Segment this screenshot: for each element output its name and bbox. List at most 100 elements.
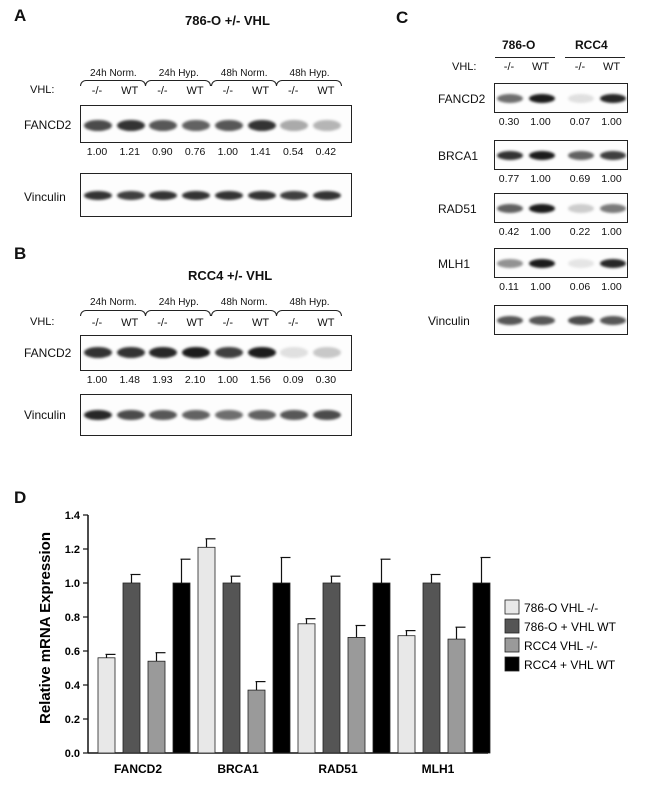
panel-c-cellline-rcc4: RCC4 <box>575 38 608 52</box>
panel-c-quantification: 1.00 <box>530 173 551 185</box>
fancd2-quantification: 1.00 <box>217 374 239 386</box>
chart-y-tick-label: 0.0 <box>65 748 80 760</box>
chart-legend-label: RCC4 + VHL WT <box>524 658 616 672</box>
fancd2-band <box>280 347 309 358</box>
condition-label: 24h Hyp. <box>158 68 199 79</box>
panel-c-quantification: 1.00 <box>530 226 551 238</box>
vinculin-band <box>149 191 178 200</box>
chart-bar <box>397 635 416 754</box>
chart-y-tick-label: 1.4 <box>65 510 81 522</box>
vinculin-band <box>247 191 276 200</box>
panel-c-quantification: 1.00 <box>530 281 551 293</box>
panel-b-vinculin-label: Vinculin <box>24 408 66 422</box>
genotype-label: -/- <box>287 85 299 97</box>
chart-legend-swatch <box>504 637 520 653</box>
fancd2-quantification: 1.48 <box>119 374 140 386</box>
vinculin-band <box>84 191 112 200</box>
panel-c-quantification: 0.22 <box>569 226 591 238</box>
chart-bar <box>247 689 266 754</box>
chart-y-tick-label: 0.4 <box>65 680 81 692</box>
genotype-label: WT <box>317 85 335 97</box>
panel-c-quantification: 0.30 <box>498 116 520 128</box>
fancd2-quantification: 1.21 <box>119 146 140 158</box>
panel-c-quantification: 1.00 <box>601 281 622 293</box>
chart-bar <box>172 582 191 754</box>
chart-y-axis-label: Relative mRNA Expression <box>37 532 54 724</box>
fancd2-quantification: 1.56 <box>250 374 271 386</box>
genotype-label: -/- <box>287 317 299 329</box>
fancd2-quantification: 0.42 <box>315 146 337 158</box>
panel-c-band <box>497 204 523 213</box>
panel-c-blot <box>494 140 628 170</box>
panel-c-blot <box>494 305 628 335</box>
chart-bar <box>422 582 441 754</box>
panel-c-genotype-label: -/- <box>574 61 586 73</box>
chart-legend-label: 786-O + VHL WT <box>524 620 617 634</box>
panel-c-band <box>599 204 626 213</box>
panel-c-band <box>568 151 594 160</box>
fancd2-quantification: 1.41 <box>250 146 271 158</box>
panel-c-quantification: 0.42 <box>498 226 520 238</box>
panel-c-blot <box>494 83 628 113</box>
genotype-label: -/- <box>157 85 168 97</box>
condition-bracket <box>145 310 212 316</box>
genotype-label: -/- <box>157 317 168 329</box>
chart-y-tick-label: 1.0 <box>65 578 80 590</box>
panel-c-band <box>568 204 594 213</box>
fancd2-band <box>116 347 145 358</box>
fancd2-quantification: 0.30 <box>315 374 337 386</box>
panel-c-band <box>528 259 555 268</box>
panel-b-vinculin-blot <box>80 394 352 436</box>
condition-bracket <box>276 310 343 316</box>
panel-c-band <box>528 204 555 213</box>
chart-x-tick-label: FANCD2 <box>114 762 162 776</box>
panel-c-band <box>568 259 594 268</box>
chart-x-tick-label: BRCA1 <box>217 762 259 776</box>
chart-legend-label: 786-O VHL -/- <box>524 601 598 615</box>
panel-c-band <box>497 316 523 325</box>
genotype-label: WT <box>251 317 270 329</box>
condition-label: 24h Norm. <box>90 68 137 79</box>
panel-c-band <box>528 151 555 160</box>
chart-bar <box>472 582 491 754</box>
fancd2-quantification: 1.00 <box>217 146 239 158</box>
condition-label: 48h Norm. <box>220 68 268 79</box>
chart-bar <box>197 546 216 754</box>
chart-x-tick-label: MLH1 <box>422 762 455 776</box>
fancd2-band <box>182 347 211 358</box>
panel-c-quantification: 0.77 <box>498 173 520 185</box>
panel-c-786o-underline <box>495 57 555 58</box>
condition-bracket <box>80 310 146 316</box>
fancd2-quantification: 1.00 <box>86 374 108 386</box>
mrna-expression-chart: Relative mRNA Expression 0.0 0.2 0.4 0.6 0.8… <box>37 510 617 776</box>
chart-y-tick-label: 0.8 <box>65 612 80 624</box>
chart-x-tick-label: RAD51 <box>318 762 358 776</box>
panel-c-band <box>599 316 626 325</box>
panel-d-label: D <box>14 488 27 507</box>
vinculin-band <box>182 410 211 420</box>
panel-a-vinculin-label: Vinculin <box>24 190 66 204</box>
genotype-label: -/- <box>222 317 233 329</box>
chart-legend-swatch <box>504 599 520 615</box>
fancd2-band <box>182 120 211 131</box>
panel-a-fancd2-label: FANCD2 <box>24 118 72 132</box>
chart-bar <box>347 636 366 754</box>
genotype-label: WT <box>251 85 270 97</box>
fancd2-band <box>247 347 276 358</box>
panel-a-vinculin-blot <box>80 173 352 217</box>
panel-c-quantification: 1.00 <box>601 173 622 185</box>
panel-c-blot <box>494 248 628 278</box>
panel-c-band <box>599 259 626 268</box>
panel-c-band <box>497 151 523 160</box>
fancd2-quantification: 2.10 <box>184 374 206 386</box>
panel-c-band <box>497 94 523 103</box>
chart-bar <box>272 582 291 754</box>
panel-c-label: C <box>396 8 409 27</box>
chart-bar <box>447 638 466 754</box>
panel-c-row-label: MLH1 <box>438 257 471 271</box>
fancd2-band <box>280 120 309 131</box>
panel-c-quantification: 0.07 <box>569 116 591 128</box>
vinculin-band <box>116 191 145 200</box>
genotype-label: WT <box>317 317 335 329</box>
panel-c-genotype-label: -/- <box>503 61 515 73</box>
